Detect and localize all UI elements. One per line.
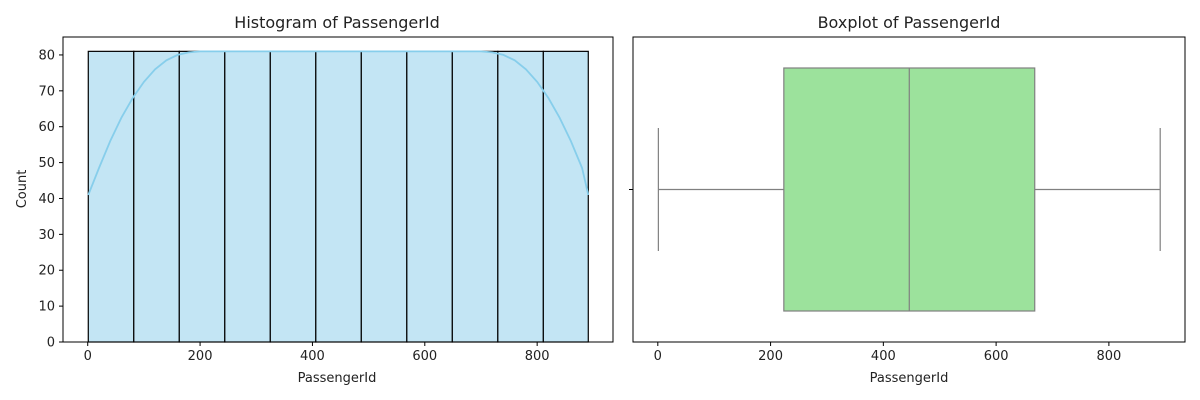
histogram-bar <box>406 50 453 343</box>
boxplot-x-tick-label: 400 <box>871 349 896 364</box>
boxplot-x-tick-label: 600 <box>984 349 1009 364</box>
histogram-title: Histogram of PassengerId <box>234 13 439 32</box>
boxplot-x-ticks: 0 200 400 600 800 <box>654 342 1121 364</box>
boxplot-panel: Boxplot of PassengerId 0 200 400 600 800 Pas… <box>629 13 1186 386</box>
histogram-y-tick-label: 40 <box>38 192 55 207</box>
histogram-bar <box>360 50 408 343</box>
histogram-y-tick-label: 20 <box>38 264 55 279</box>
histogram-bar <box>451 50 499 343</box>
histogram-y-tick-label: 80 <box>38 48 55 63</box>
histogram-y-tick-label: 10 <box>38 300 55 315</box>
boxplot-title: Boxplot of PassengerId <box>818 13 1001 32</box>
histogram-plot-area <box>87 50 590 343</box>
histogram-x-tick-label: 600 <box>412 349 437 364</box>
histogram-x-tick-label: 0 <box>84 349 92 364</box>
histogram-axes-frame <box>62 36 614 343</box>
histogram-bar <box>87 50 135 343</box>
histogram-panel: Histogram of PassengerId 0 200 400 600 800 0… <box>15 13 614 386</box>
histogram-x-ticks: 0 200 400 600 800 <box>84 342 550 364</box>
histogram-y-tick-label: 70 <box>38 84 55 99</box>
histogram-bar <box>178 50 226 343</box>
histogram-x-axis-label: PassengerId <box>298 371 377 386</box>
histogram-bar <box>497 50 544 343</box>
boxplot-plot-area <box>657 67 1161 312</box>
histogram-x-tick-label: 800 <box>525 349 550 364</box>
boxplot-x-axis-label: PassengerId <box>870 371 949 386</box>
histogram-y-tick-label: 0 <box>47 336 55 351</box>
boxplot-x-tick-label: 800 <box>1096 349 1121 364</box>
histogram-x-tick-label: 400 <box>300 349 325 364</box>
histogram-x-tick-label: 200 <box>188 349 213 364</box>
histogram-y-tick-label: 60 <box>38 120 55 135</box>
boxplot-x-tick-label: 200 <box>758 349 783 364</box>
histogram-y-tick-label: 50 <box>38 156 55 171</box>
histogram-bar <box>542 50 589 343</box>
histogram-y-tick-label: 30 <box>38 228 55 243</box>
kde-line <box>87 50 590 196</box>
histogram-bar <box>133 50 180 343</box>
boxplot-x-tick-label: 0 <box>654 349 662 364</box>
histogram-y-axis-label: Count <box>15 170 30 209</box>
histogram-bar <box>224 50 271 343</box>
histogram-y-ticks: 0 10 20 30 40 50 60 70 80 <box>38 48 63 351</box>
histogram-bar <box>315 50 362 343</box>
histogram-bar <box>269 50 317 343</box>
